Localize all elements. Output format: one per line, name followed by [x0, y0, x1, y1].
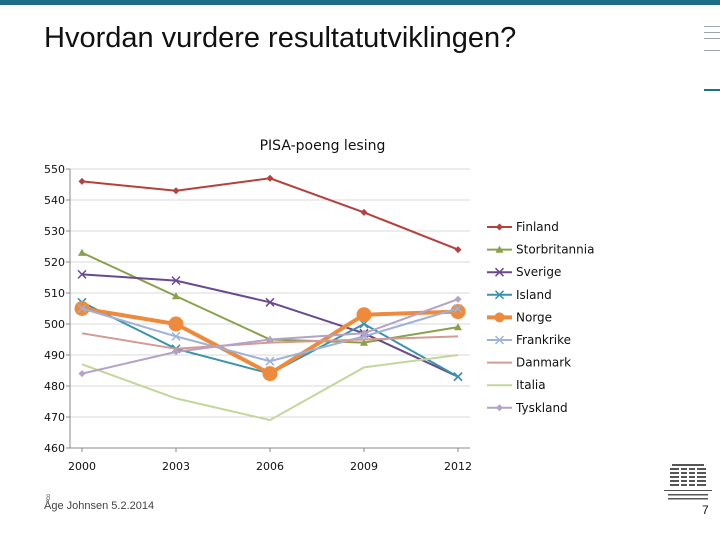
data-point: [172, 348, 180, 356]
legend-label: Storbritannia: [516, 243, 594, 257]
series-layer: [74, 174, 466, 422]
deco-line-2: [704, 32, 720, 33]
footer-author-date: Åge Johnsen 5.2.2014: [44, 500, 155, 512]
deco-line-1: [704, 26, 720, 27]
data-point: [360, 338, 368, 346]
deco-line-accent: [704, 89, 720, 91]
series-italia: [81, 354, 459, 422]
data-point: [265, 356, 275, 366]
data-point: [454, 246, 462, 254]
x-tick-label: 2003: [162, 460, 190, 473]
legend-label: Tyskland: [515, 401, 568, 415]
legend-marker: [494, 335, 505, 345]
legend-item-finland: Finland: [487, 220, 559, 234]
legend-label: Island: [516, 288, 552, 302]
x-tick-label: 2009: [350, 460, 378, 473]
legend-item-island: Island: [487, 288, 552, 302]
y-tick-label: 500: [44, 318, 65, 331]
legend-label: Norge: [516, 310, 552, 324]
data-point: [454, 323, 462, 331]
data-point: [360, 329, 368, 337]
data-point: [78, 177, 86, 185]
deco-line-3: [704, 38, 720, 39]
series-line: [81, 354, 459, 422]
deco-line-4: [704, 50, 720, 51]
slide-title: Hvordan vurdere resultatutviklingen?: [44, 22, 517, 54]
legend-marker: [496, 404, 503, 412]
data-point: [77, 269, 87, 279]
data-point: [266, 336, 274, 343]
data-point: [360, 208, 368, 216]
data-point: [454, 295, 462, 303]
series-finland: [78, 174, 462, 254]
data-point: [453, 372, 463, 382]
legend-layer: Finland Storbritannia Sverige Island Norge Fr…: [487, 220, 594, 415]
page-number: 7: [702, 503, 709, 517]
footer-mark: 8: [46, 493, 51, 502]
x-tick-label: 2006: [256, 460, 284, 473]
data-point: [78, 248, 86, 256]
data-point: [450, 304, 466, 320]
legend-item-sverige: Sverige: [487, 265, 561, 279]
y-tick-label: 510: [44, 287, 65, 300]
legend-marker: [496, 223, 503, 231]
data-point: [171, 276, 181, 286]
legend-item-frankrike: Frankrike: [487, 333, 571, 347]
data-point: [266, 174, 274, 182]
legend-label: Danmark: [516, 356, 571, 370]
series-sverige: [77, 269, 463, 382]
legend-item-italia: Italia: [487, 378, 546, 392]
y-tick-label: 490: [44, 349, 65, 362]
y-tick-label: 530: [44, 225, 65, 238]
axis-layer: 460 470 480 490 500 510 520 530 540 550 2000 2003 20…: [44, 163, 472, 473]
series-line: [81, 177, 459, 251]
legend-label: Frankrike: [516, 333, 571, 347]
y-tick-label: 480: [44, 380, 65, 393]
legend-marker: [494, 290, 505, 300]
data-point: [172, 187, 180, 195]
legend-item-storbritannia: Storbritannia: [487, 243, 594, 257]
data-point: [453, 303, 463, 314]
legend-marker: [495, 245, 504, 253]
data-point: [265, 297, 275, 307]
series-storbritannia: [78, 248, 462, 346]
legend-marker: [494, 312, 505, 323]
y-tick-label: 470: [44, 411, 65, 424]
x-tick-label: 2012: [444, 460, 472, 473]
chart-title: PISA-poeng lesing: [259, 138, 386, 154]
series-tyskland: [78, 295, 462, 378]
y-tick-label: 460: [44, 442, 65, 455]
y-tick-label: 550: [44, 163, 65, 176]
legend-marker: [494, 267, 505, 277]
grid-layer: [70, 168, 470, 449]
legend-item-norge: Norge: [487, 310, 552, 324]
legend-label: Finland: [516, 220, 559, 234]
data-point: [172, 292, 180, 300]
legend-item-tyskland: Tyskland: [487, 401, 568, 415]
institution-logo: [664, 464, 712, 500]
data-point: [168, 316, 184, 332]
data-point: [78, 370, 86, 378]
y-tick-label: 520: [44, 256, 65, 269]
legend-label: Italia: [516, 378, 546, 392]
data-point: [171, 331, 181, 341]
y-tick-label: 540: [44, 194, 65, 207]
legend-label: Sverige: [516, 265, 561, 279]
data-point: [262, 366, 278, 382]
x-tick-label: 2000: [68, 460, 96, 473]
data-point: [77, 303, 87, 314]
top-accent-bar: [0, 0, 720, 5]
data-point: [356, 307, 372, 323]
legend-item-danmark: Danmark: [487, 356, 571, 370]
